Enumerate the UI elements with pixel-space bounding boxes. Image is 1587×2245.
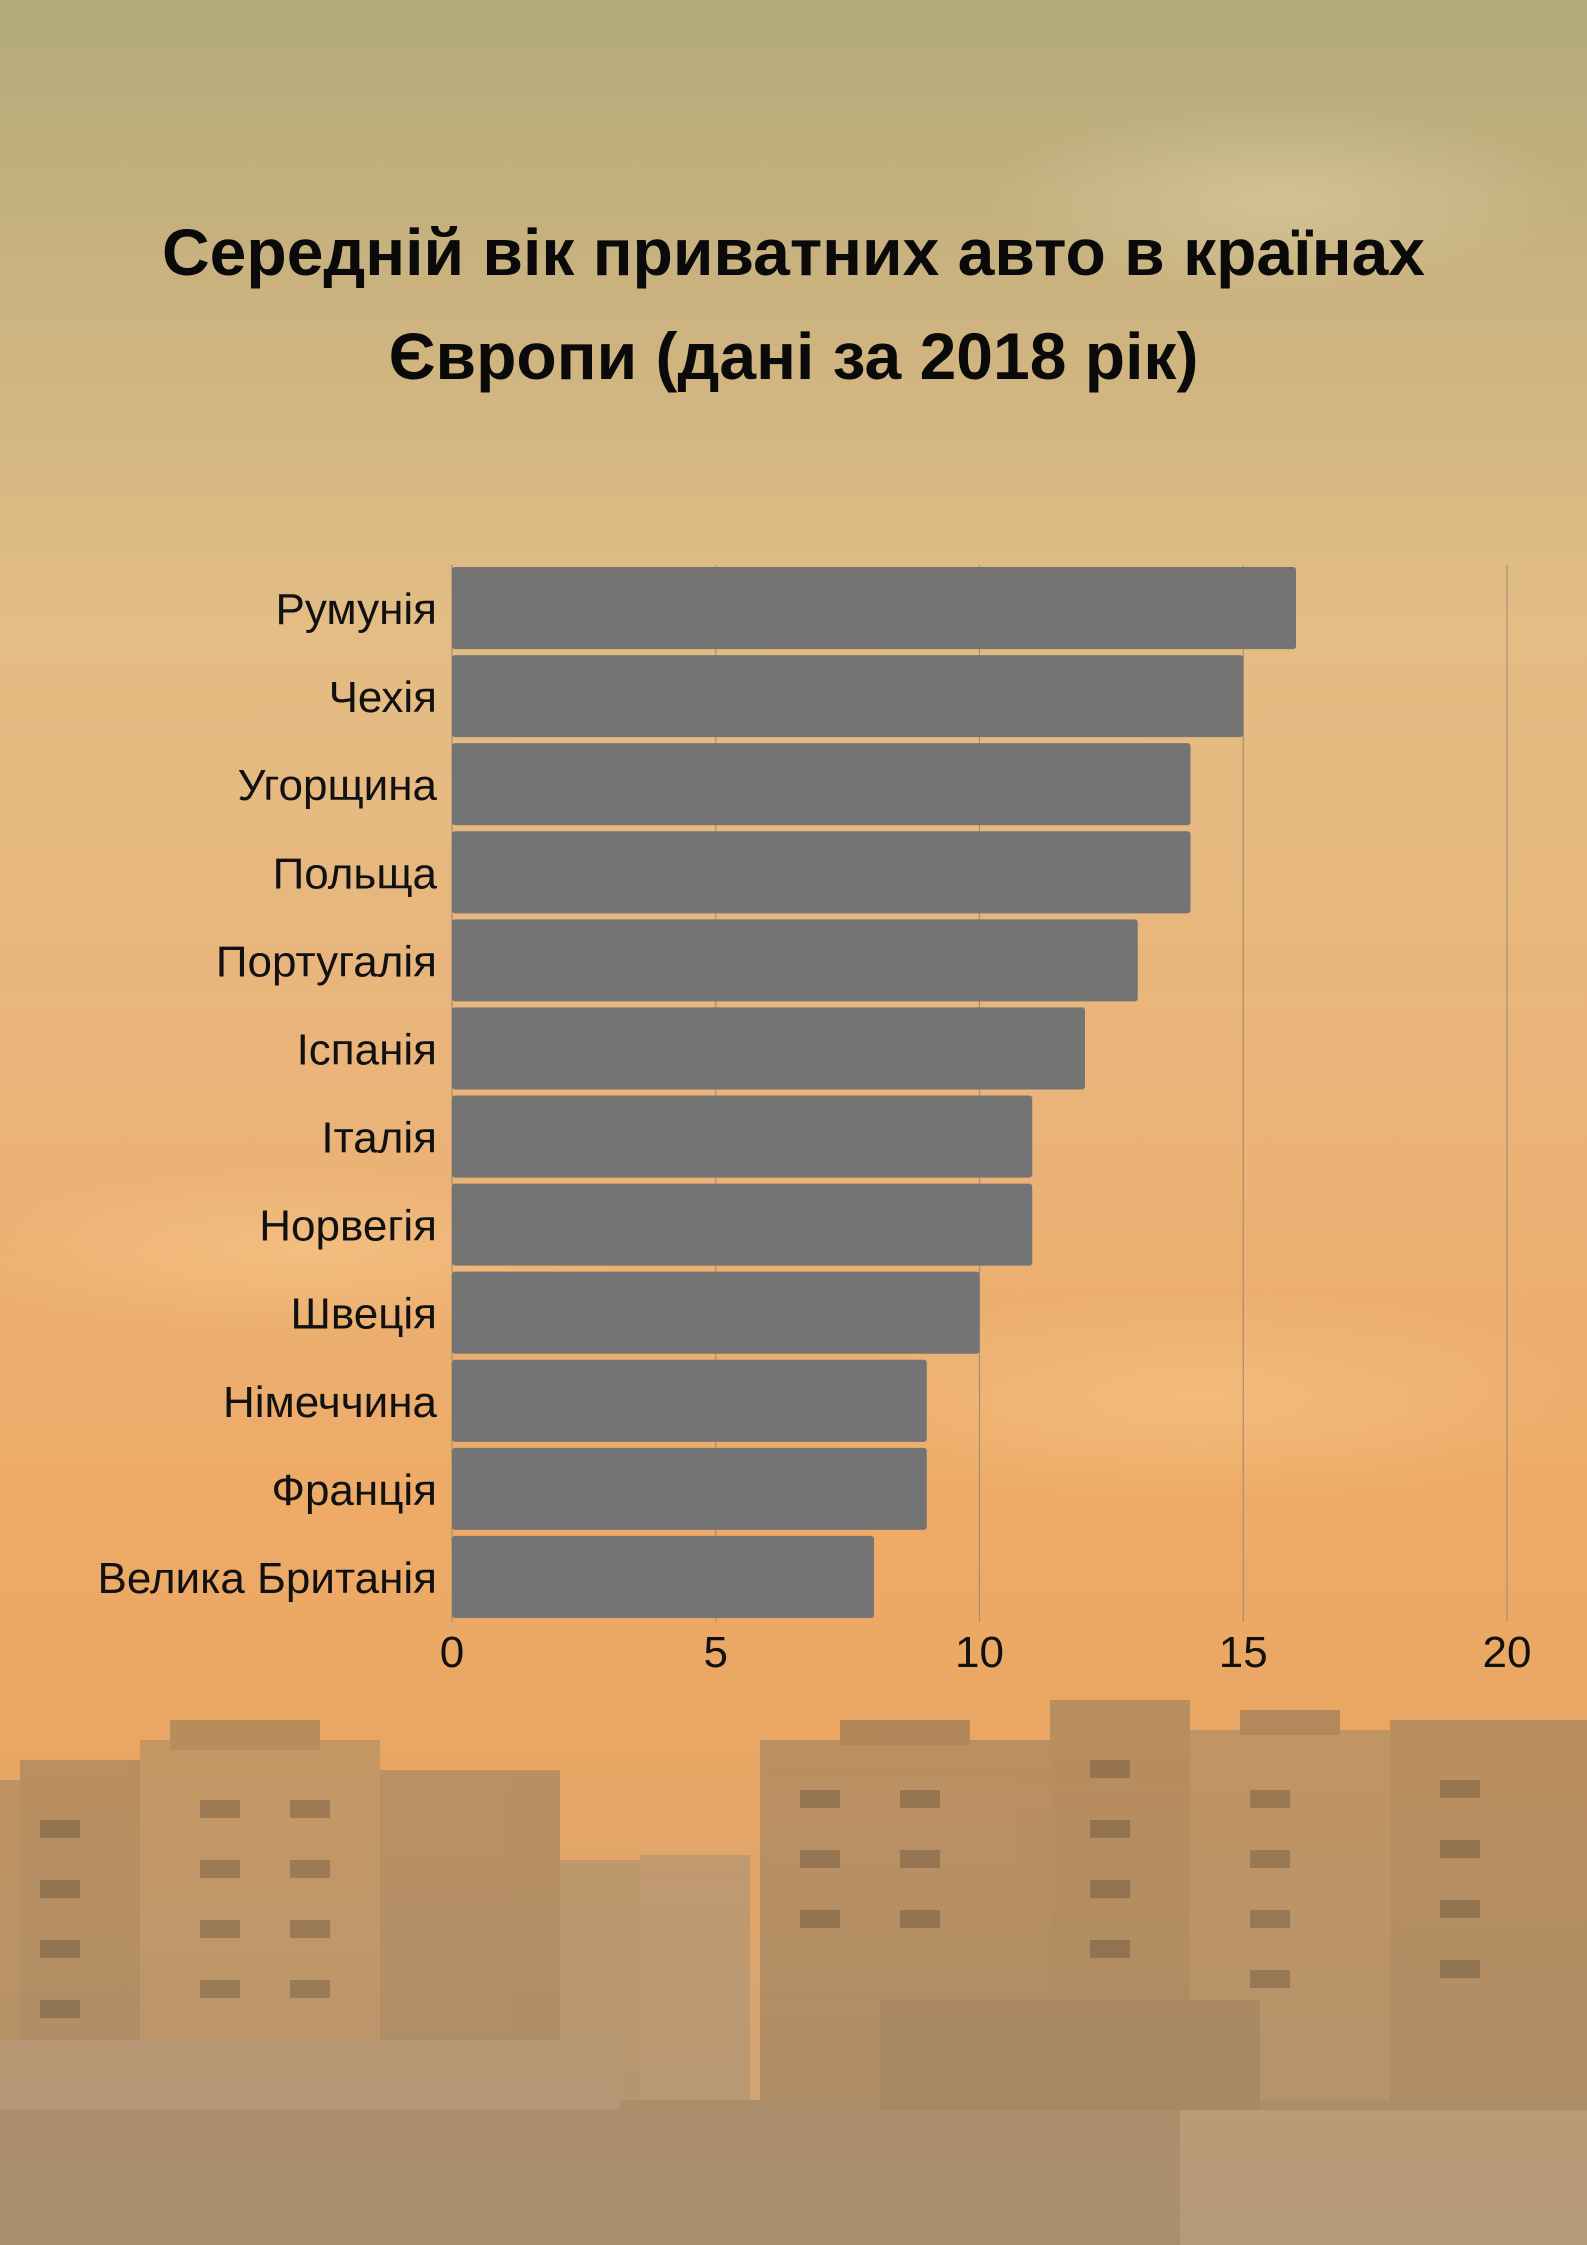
x-axis-ticks: 0 5 10 15 20 xyxy=(440,1628,1532,1677)
x-tick-label: 5 xyxy=(704,1628,728,1677)
chart-title-line-2: Європи (дані за 2018 рік) xyxy=(388,319,1199,393)
category-label: Норвегія xyxy=(259,1202,437,1251)
category-label: Італія xyxy=(321,1114,437,1163)
bar-4 xyxy=(452,919,1138,1002)
category-label: Швеція xyxy=(291,1290,437,1339)
bar-8 xyxy=(452,1271,980,1354)
category-label: Німеччина xyxy=(223,1378,438,1427)
category-label: Португалія xyxy=(216,937,437,986)
chart-bars xyxy=(452,567,1296,1618)
chart-title-line-1: Середній вік приватних авто в країнах xyxy=(162,215,1425,289)
category-label: Румунія xyxy=(276,585,438,634)
bar-1 xyxy=(452,655,1244,738)
category-label: Іспанія xyxy=(297,1025,437,1074)
bar-6 xyxy=(452,1095,1033,1178)
city-skyline-image xyxy=(0,1700,1587,2245)
x-tick-label: 0 xyxy=(440,1628,464,1677)
x-tick-label: 15 xyxy=(1219,1628,1268,1677)
category-label: Велика Британія xyxy=(98,1554,437,1603)
bar-9 xyxy=(452,1359,927,1442)
bar-10 xyxy=(452,1447,927,1530)
x-tick-label: 20 xyxy=(1483,1628,1532,1677)
bar-11 xyxy=(452,1535,874,1618)
bar-5 xyxy=(452,1007,1085,1090)
category-label: Угорщина xyxy=(237,761,437,810)
bar-2 xyxy=(452,743,1191,826)
x-tick-label: 10 xyxy=(955,1628,1004,1677)
category-label: Польща xyxy=(273,849,438,898)
chart-gridlines xyxy=(451,565,1508,1622)
category-labels: Румунія Чехія Угорщина Польща Португалія Іспа… xyxy=(98,585,438,1603)
category-label: Чехія xyxy=(329,673,437,722)
bar-0 xyxy=(452,567,1296,650)
chart-title: Середній вік приватних авто в країнах Єв… xyxy=(40,200,1547,408)
bar-7 xyxy=(452,1183,1033,1266)
category-label: Франція xyxy=(272,1466,438,1515)
bar-3 xyxy=(452,831,1191,914)
